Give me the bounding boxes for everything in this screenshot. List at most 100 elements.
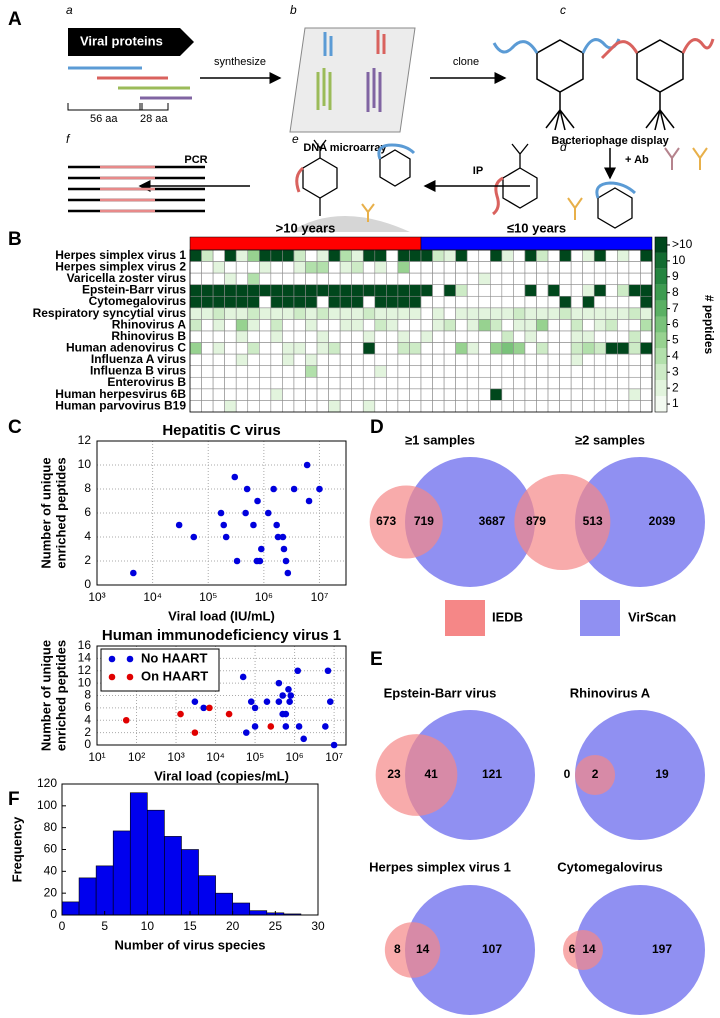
heatmap-cell (305, 249, 318, 262)
heatmap-cell (513, 376, 526, 390)
bracket (67, 103, 169, 111)
heatmap-cell (524, 353, 537, 367)
heatmap-cell (235, 319, 249, 332)
heatmap-cell (547, 376, 560, 390)
heatmap-cell (443, 353, 456, 367)
heatmap-cell (351, 388, 364, 401)
heatmap-cell (489, 307, 503, 320)
group-bar (189, 236, 422, 251)
x-axis-label: Viral load (copies/mL) (154, 768, 289, 783)
heatmap-cell (201, 319, 214, 332)
legend-marker (126, 673, 134, 681)
point (263, 698, 271, 705)
heatmap-cell (258, 342, 272, 355)
heatmap-cell (443, 284, 456, 297)
heatmap-cell (628, 319, 641, 332)
heatmap-cell (247, 295, 260, 309)
heatmap-cell (328, 330, 341, 343)
heatmap-cell (386, 284, 399, 297)
heatmap-cell (409, 272, 422, 286)
y-tick-label: 8 (84, 481, 91, 495)
heatmap-cell (582, 295, 595, 309)
heatmap-cell (362, 353, 376, 367)
heatmap-cell (374, 365, 387, 378)
heatmap-cell (351, 365, 364, 378)
heatmap-cell (362, 284, 376, 297)
legend-swatch (580, 600, 620, 636)
point (222, 533, 230, 541)
heatmap-cell (420, 319, 433, 332)
heatmap-cell (640, 330, 653, 343)
heatmap-cell (409, 376, 422, 390)
heatmap-cell (305, 342, 318, 355)
x-tick-label: 0 (59, 919, 66, 933)
heatmap-cell (374, 376, 387, 390)
panel-a: a b c d e f Viral proteins 56 aa 28 aa s… (66, 3, 715, 232)
heatmap-cell (362, 330, 376, 343)
heatmap-cell (432, 400, 445, 413)
heatmap-cell (559, 342, 572, 355)
heatmap-cell (235, 353, 249, 367)
bar (232, 902, 251, 916)
heatmap-cell (362, 388, 376, 401)
heatmap-cell (559, 261, 572, 274)
heatmap-cell (489, 261, 503, 274)
point (220, 521, 228, 529)
y-tick-label: 4 (84, 712, 91, 726)
heatmap-cell (374, 284, 387, 297)
bar (249, 910, 268, 916)
heatmap-cell (605, 261, 618, 274)
heatmap-cell (351, 307, 364, 320)
legend-marker (126, 655, 134, 663)
heatmap-cell (282, 249, 295, 262)
bar (61, 901, 80, 916)
heatmap-cell (316, 319, 329, 332)
heatmap-cell (201, 365, 214, 378)
x-tick-label: 10⁷ (311, 590, 329, 604)
heatmap-cell (432, 365, 445, 378)
heatmap-cell (247, 342, 260, 355)
heatmap-cell (478, 353, 491, 367)
heatmap-cell (305, 307, 318, 320)
heatmap-cell (224, 388, 237, 401)
heatmap-cell (374, 295, 387, 309)
venn-circle (384, 922, 441, 978)
heatmap-cell (189, 272, 202, 286)
point (122, 716, 130, 724)
heatmap-cell (224, 295, 237, 309)
heatmap-cell (559, 249, 572, 262)
heatmap-cell (455, 376, 468, 390)
heatmap-cell (513, 319, 526, 332)
heatmap-cell (570, 319, 584, 332)
y-axis-label: enriched peptides (53, 640, 68, 751)
heatmap-cell (455, 353, 468, 367)
heatmap-cell (605, 342, 618, 355)
point (280, 545, 288, 553)
colorbar-swatch (655, 284, 667, 301)
heatmap-cell (189, 400, 202, 413)
heatmap-cell (455, 365, 468, 378)
heatmap-cell (189, 365, 202, 378)
heatmap-cell (536, 365, 549, 378)
colorbar-tick-label: 7 (672, 301, 679, 315)
heatmap-cell (305, 272, 318, 286)
heatmap-cell (640, 400, 653, 413)
sublabel: a (66, 3, 73, 17)
heatmap-cell (617, 342, 630, 355)
point (243, 485, 251, 493)
heatmap-cell (235, 249, 249, 262)
x-tick-label: 10³ (167, 750, 184, 764)
heatmap-cell (258, 365, 272, 378)
heatmap-cell (513, 388, 526, 401)
heatmap-cell (386, 353, 399, 367)
bar (181, 849, 199, 916)
heatmap-cell (201, 261, 214, 274)
heatmap-cell (386, 319, 399, 332)
heatmap-cell (305, 376, 318, 390)
venn-count: 2039 (649, 514, 676, 528)
point (231, 473, 239, 481)
heatmap-cell (489, 353, 503, 367)
legend-box (100, 648, 220, 692)
row-label: Influenza B virus (90, 364, 186, 378)
heatmap-cell (420, 365, 433, 378)
